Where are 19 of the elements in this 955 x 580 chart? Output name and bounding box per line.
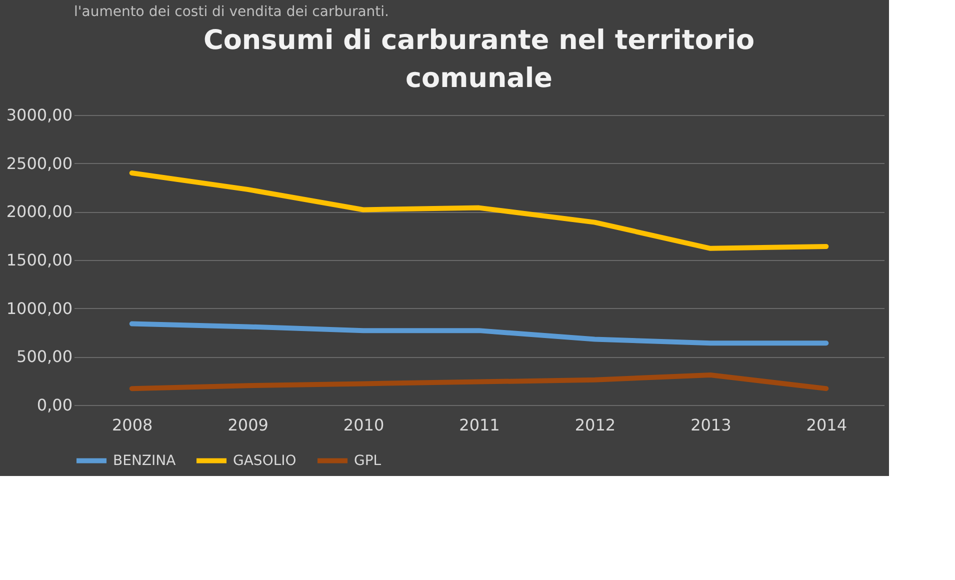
legend-label: BENZINA xyxy=(113,452,176,469)
legend-label: GASOLIO xyxy=(233,452,296,469)
chart-title: Consumi di carburante nel territorio comunale xyxy=(204,25,754,94)
text: l'aumento dei costi di vendita dei carburanti. xyxy=(74,4,390,20)
y-tick-label: 500,00 xyxy=(16,347,72,366)
x-tick-label: 2012 xyxy=(574,416,616,434)
x-tick-label: 2011 xyxy=(459,416,500,434)
y-tick-label: 2000,00 xyxy=(6,202,72,222)
x-tick-label: 2013 xyxy=(690,416,732,434)
x-tick-label: 2014 xyxy=(806,416,847,434)
y-tick-label: 3000,00 xyxy=(6,106,72,124)
x-tick-label: 2008 xyxy=(112,416,153,434)
y-tick-label: 1500,00 xyxy=(6,250,72,270)
y-tick-label: 2500,00 xyxy=(6,154,72,173)
x-tick-label: 2009 xyxy=(228,416,268,434)
legend-label: GPL xyxy=(354,452,382,469)
y-tick-label: 0,00 xyxy=(36,396,72,414)
y-tick-label: 1000,00 xyxy=(6,298,72,318)
x-tick-label: 2010 xyxy=(343,416,384,434)
